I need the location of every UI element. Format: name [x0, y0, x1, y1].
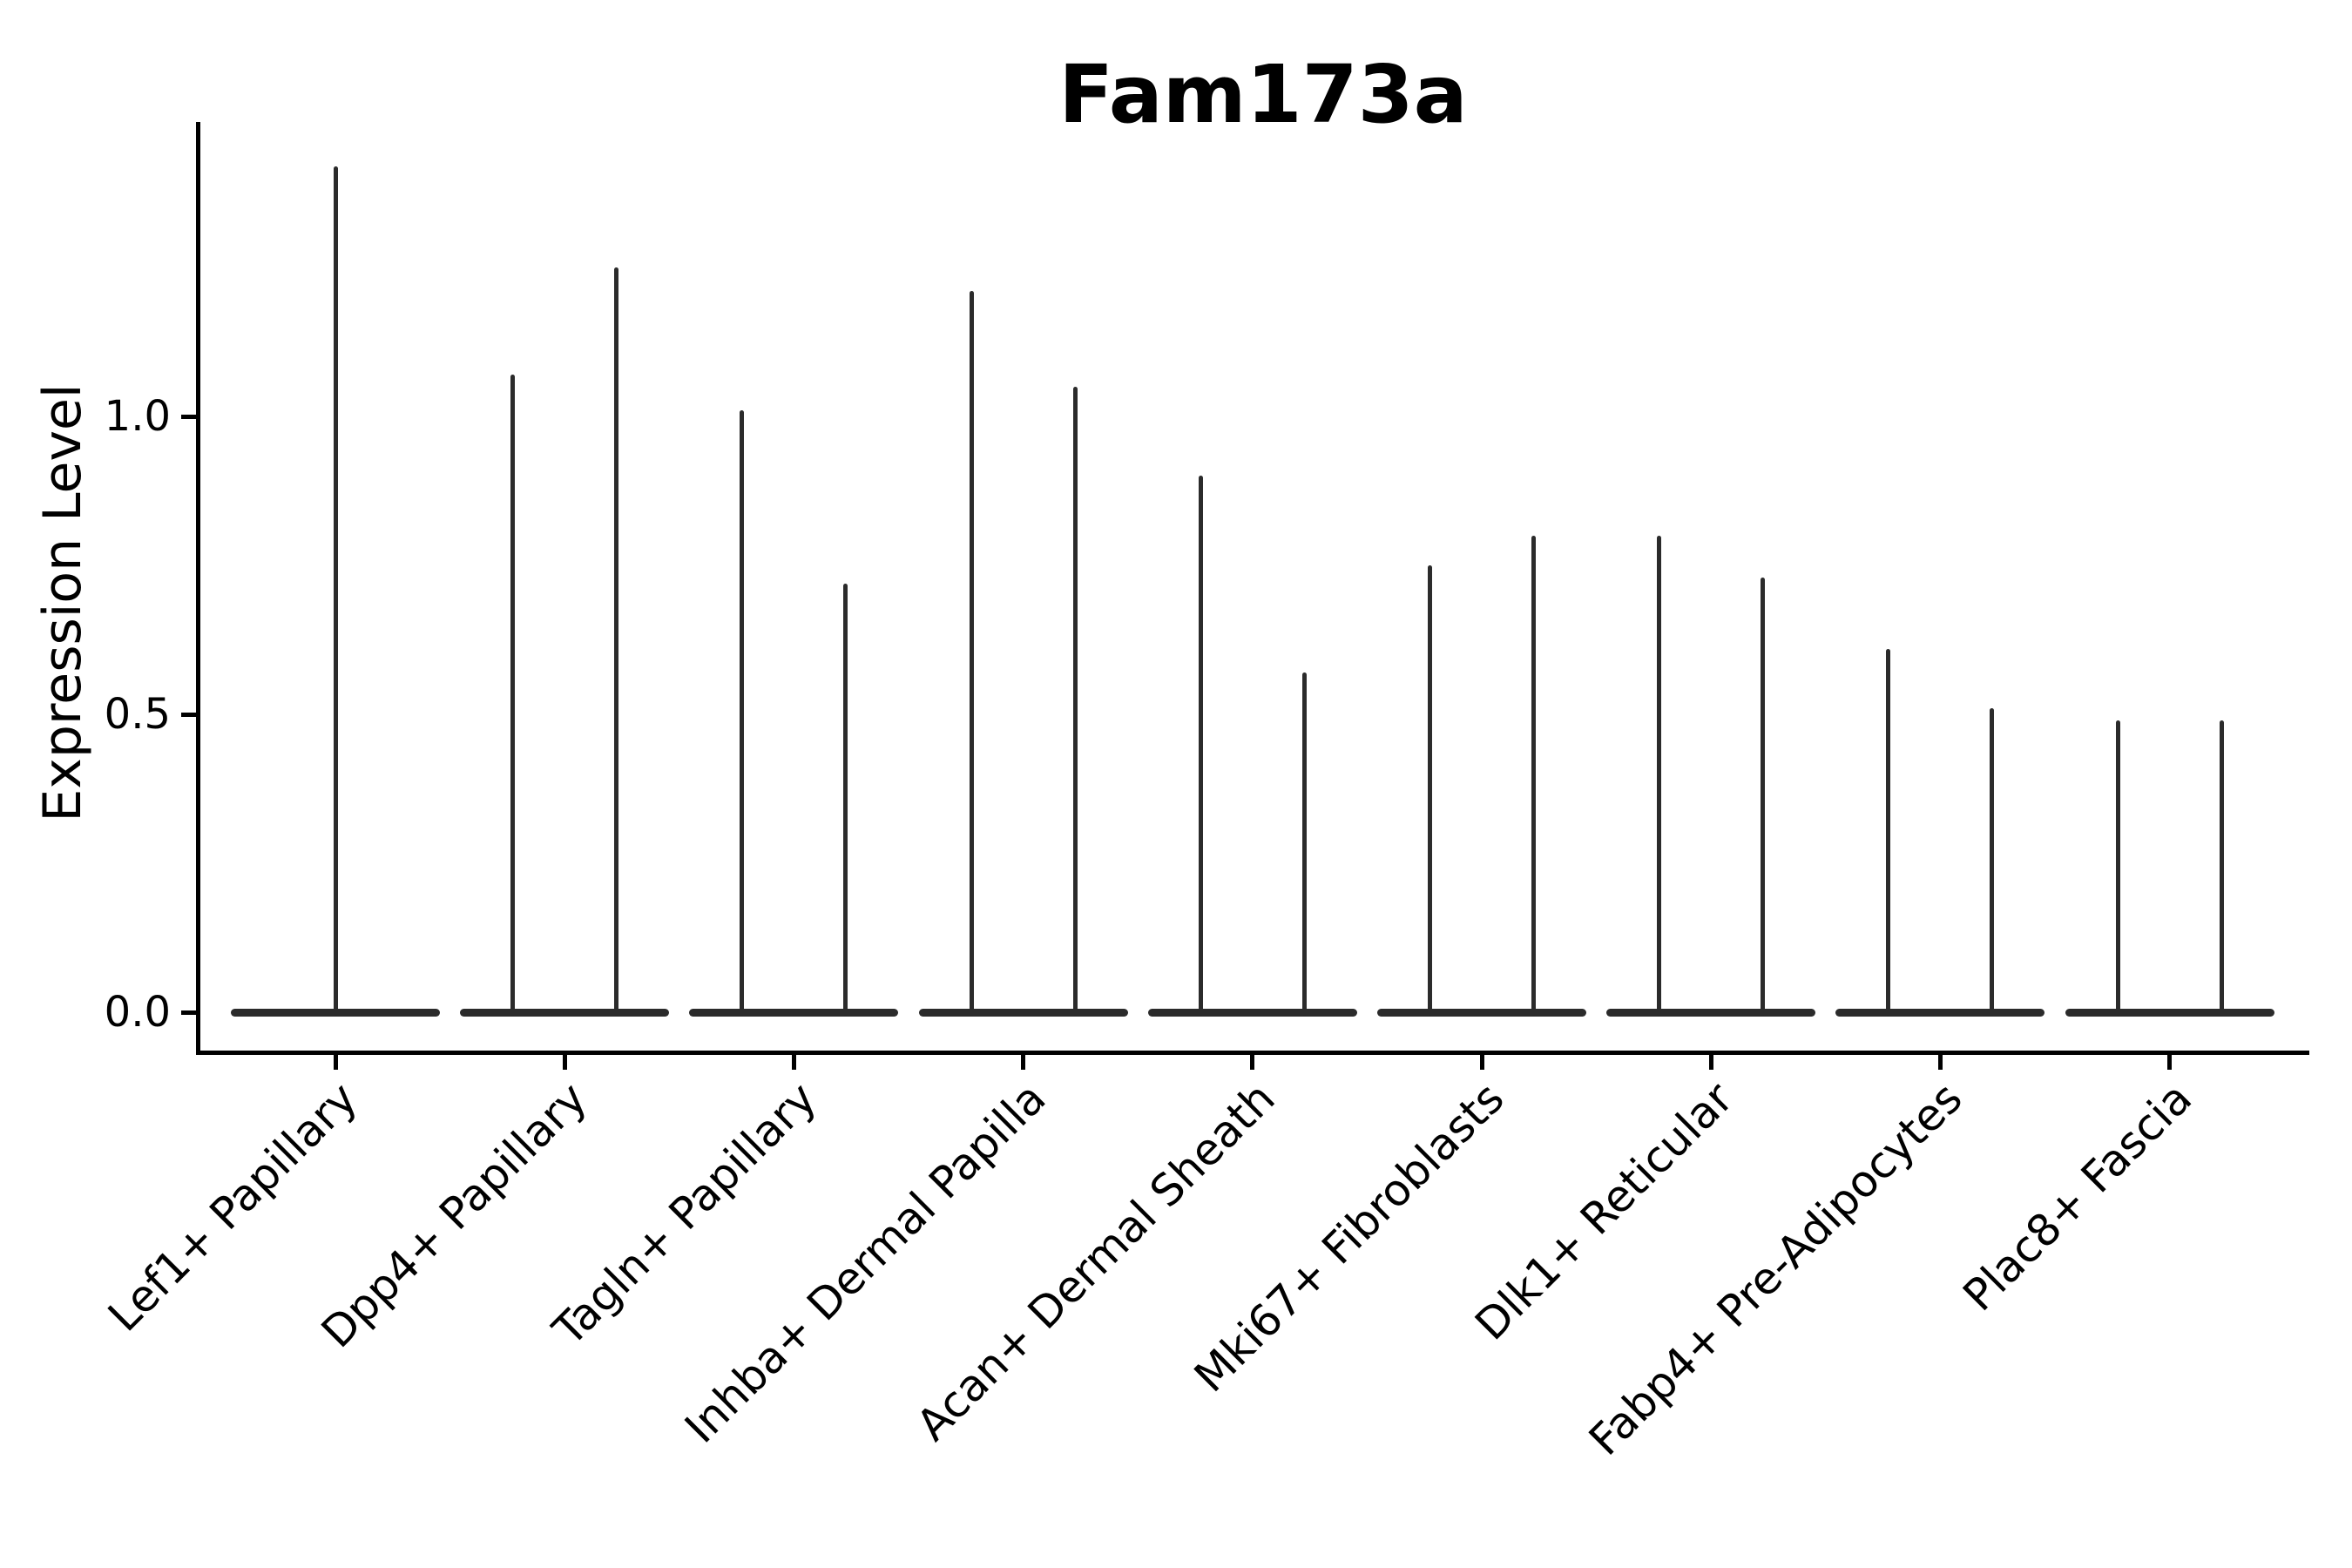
violin-spike — [614, 267, 619, 1016]
violin-spike — [510, 375, 516, 1016]
violin-spike — [2115, 720, 2120, 1016]
y-tick-mark — [181, 1010, 199, 1015]
violin-spike — [1428, 565, 1432, 1016]
violin-spike — [1886, 648, 1891, 1016]
violin-base — [1377, 1009, 1586, 1017]
y-tick-label: 0.0 — [104, 988, 171, 1037]
violin-spike — [1072, 386, 1078, 1016]
x-tick-label: Fabp4+ Pre-Adipocytes — [1579, 1072, 1972, 1465]
x-tick-label: Lef1+ Papillary — [98, 1072, 368, 1342]
violin-spike — [1531, 535, 1536, 1016]
violin-spike — [969, 291, 974, 1016]
violin-base — [1147, 1009, 1357, 1017]
violin-base — [918, 1009, 1128, 1017]
x-tick-mark — [1250, 1052, 1255, 1070]
x-tick-mark — [1708, 1052, 1713, 1070]
chart-title: Fam173a — [1058, 48, 1468, 141]
violin-spike — [1301, 672, 1307, 1016]
violin-spike — [2219, 720, 2224, 1016]
x-tick-mark — [791, 1052, 796, 1070]
x-tick-mark — [562, 1052, 567, 1070]
violin-base — [1835, 1009, 2045, 1017]
violin-base — [1606, 1009, 1816, 1017]
violin-spike — [1761, 577, 1766, 1016]
violin-spike — [1657, 535, 1662, 1016]
y-tick-label: 1.0 — [104, 392, 171, 441]
x-tick-mark — [1937, 1052, 1943, 1070]
violin-spike — [843, 583, 848, 1016]
y-axis-spine — [196, 122, 200, 1055]
x-tick-mark — [333, 1052, 338, 1070]
x-tick-label: Plac8+ Fascia — [1953, 1072, 2202, 1321]
violin-base — [2065, 1009, 2274, 1017]
violin-spike — [740, 410, 745, 1016]
y-tick-mark — [181, 712, 199, 717]
violin-spike — [1198, 476, 1203, 1016]
x-tick-mark — [1479, 1052, 1484, 1070]
violin-spike — [1990, 708, 1995, 1016]
y-axis-label: Expression Level — [32, 383, 93, 822]
violin-base — [460, 1009, 670, 1017]
y-tick-label: 0.5 — [104, 690, 171, 739]
x-tick-mark — [2167, 1052, 2173, 1070]
x-tick-mark — [1021, 1052, 1026, 1070]
violin-spike — [333, 166, 338, 1016]
y-tick-mark — [181, 414, 199, 419]
violin-base — [689, 1009, 899, 1017]
